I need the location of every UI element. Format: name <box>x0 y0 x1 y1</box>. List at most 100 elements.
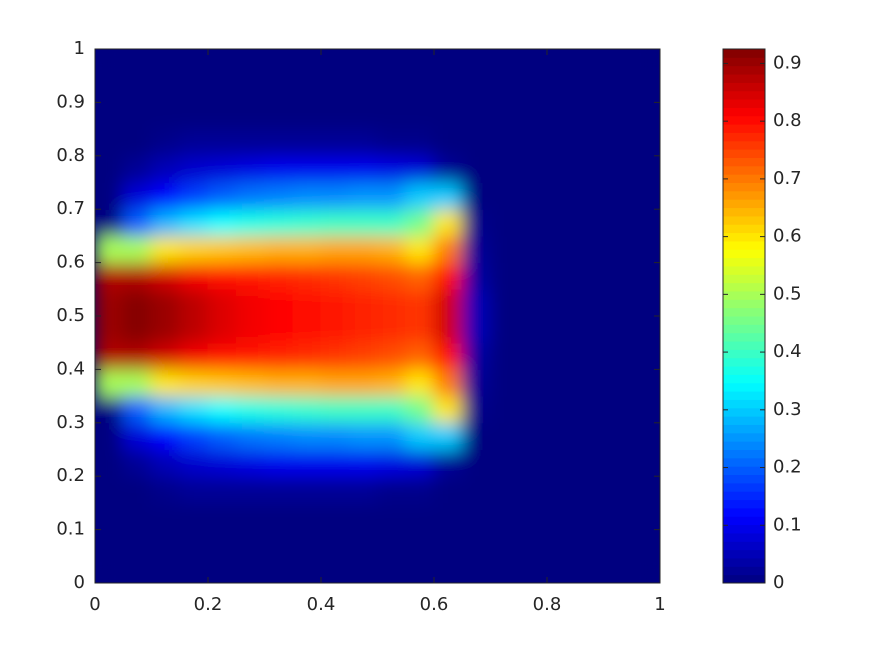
cell <box>631 555 660 583</box>
colorbar-step <box>723 290 765 300</box>
cell <box>207 288 237 317</box>
cell <box>235 502 265 531</box>
cell <box>122 288 152 317</box>
cell <box>405 449 435 477</box>
cell <box>377 182 407 210</box>
colorbar-step <box>723 341 765 350</box>
cell <box>122 449 152 477</box>
cell <box>95 422 124 450</box>
cell <box>264 395 294 424</box>
cell <box>490 555 520 583</box>
cell <box>207 502 237 531</box>
cell <box>292 208 322 237</box>
heatmap <box>95 49 660 583</box>
cell <box>377 449 407 477</box>
colorbar-step <box>723 332 765 342</box>
cell <box>235 342 265 370</box>
cell <box>122 475 152 504</box>
cell <box>95 342 124 370</box>
cell <box>348 208 378 237</box>
cell <box>603 422 633 450</box>
cell <box>377 262 407 290</box>
cell <box>95 449 124 477</box>
cell <box>518 502 548 531</box>
cell <box>574 395 604 424</box>
colorbar-step <box>723 282 765 292</box>
cell <box>292 342 322 370</box>
cell <box>179 449 209 477</box>
cell <box>377 555 407 583</box>
cell <box>546 368 576 397</box>
cell <box>264 208 294 237</box>
cell <box>95 235 124 264</box>
cell <box>574 368 604 397</box>
cell <box>461 395 491 424</box>
cell <box>433 155 463 183</box>
cell <box>320 449 350 477</box>
cell <box>574 288 604 317</box>
cell <box>433 529 463 557</box>
cell <box>235 155 265 183</box>
cell <box>433 262 463 290</box>
cell <box>603 155 633 183</box>
cell <box>292 395 322 424</box>
cell <box>264 49 294 77</box>
cell <box>631 288 660 317</box>
cell <box>490 101 520 130</box>
cell <box>348 49 378 77</box>
cell <box>235 208 265 237</box>
y-tick-label: 0.6 <box>56 252 85 273</box>
cell <box>151 529 181 557</box>
cell <box>264 502 294 531</box>
cell <box>461 101 491 130</box>
colorbar-step <box>723 207 765 217</box>
cell <box>122 235 152 264</box>
cell <box>433 342 463 370</box>
cell <box>95 128 124 157</box>
colorbar-step <box>723 99 765 108</box>
cell <box>405 262 435 290</box>
cell <box>122 262 152 290</box>
colorbar-step <box>723 149 765 158</box>
cell <box>490 475 520 504</box>
cell <box>235 288 265 317</box>
cell <box>490 262 520 290</box>
colorbar-tick-label: 0 <box>773 572 784 593</box>
cell <box>151 75 181 103</box>
colorbar: 0 0.1 0.2 0.3 0.4 0.5 0.6 0.7 0.8 0.9 <box>722 48 802 593</box>
cell <box>574 128 604 157</box>
cell <box>320 75 350 103</box>
cell <box>490 449 520 477</box>
cell <box>377 75 407 103</box>
cell <box>95 475 124 504</box>
colorbar-step <box>723 199 765 209</box>
cell <box>574 475 604 504</box>
cell <box>151 475 181 504</box>
colorbar-step <box>723 574 765 584</box>
cell <box>603 475 633 504</box>
cell <box>405 342 435 370</box>
cell <box>179 75 209 103</box>
cell <box>490 182 520 210</box>
colorbar-step <box>723 174 765 183</box>
cell <box>461 529 491 557</box>
cell <box>95 75 124 103</box>
cell <box>179 128 209 157</box>
cell <box>207 101 237 130</box>
cell <box>179 208 209 237</box>
cell <box>490 395 520 424</box>
cell <box>377 101 407 130</box>
cell <box>348 555 378 583</box>
cell <box>292 315 322 344</box>
cell <box>320 262 350 290</box>
cell <box>631 75 660 103</box>
cell <box>179 155 209 183</box>
cell <box>631 368 660 397</box>
cell <box>264 182 294 210</box>
cell <box>95 208 124 237</box>
cell <box>461 315 491 344</box>
cell <box>603 182 633 210</box>
cell <box>151 422 181 450</box>
cell <box>518 262 548 290</box>
colorbar-box <box>722 48 766 584</box>
